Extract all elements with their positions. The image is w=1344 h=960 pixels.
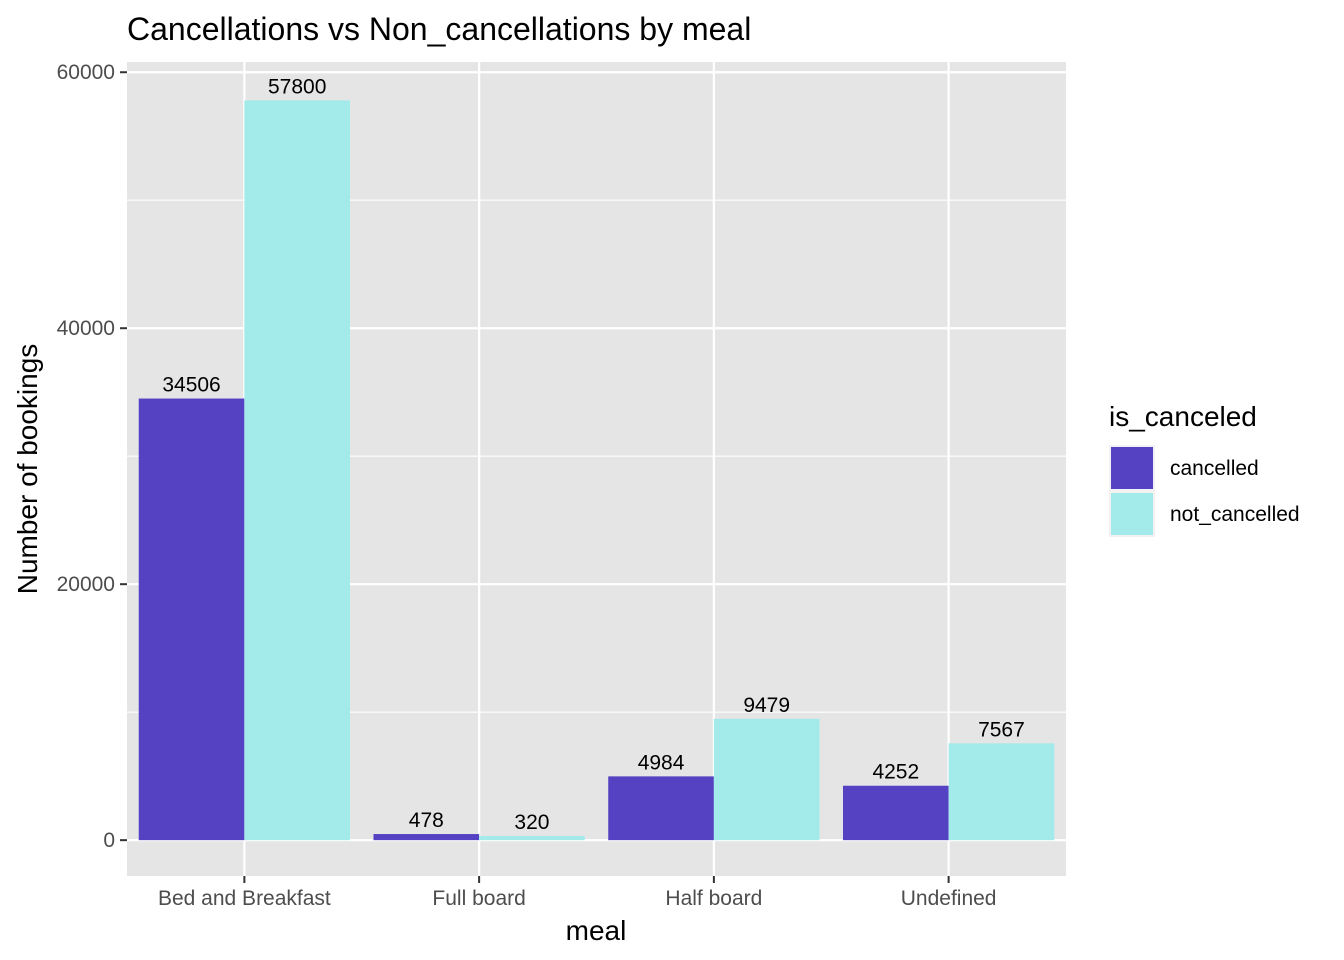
- bar: [842, 785, 949, 841]
- bar: [948, 743, 1055, 841]
- bar: [608, 776, 714, 841]
- bar: [138, 398, 245, 841]
- bar-value-label: 4984: [638, 751, 685, 774]
- legend-label: cancelled: [1170, 457, 1259, 480]
- bar-value-label: 4252: [872, 761, 919, 784]
- bar: [713, 718, 820, 841]
- y-tick-label: 20000: [57, 573, 115, 596]
- bar: [479, 836, 585, 841]
- y-axis: 0 20000 40000 60000: [57, 61, 127, 852]
- chart-title: Cancellations vs Non_cancellations by me…: [127, 11, 751, 47]
- x-tick-label: Bed and Breakfast: [158, 887, 331, 910]
- bar: [373, 834, 480, 841]
- y-tick-label: 0: [103, 829, 115, 852]
- bar-value-label: 320: [514, 811, 549, 834]
- x-tick-label: Undefined: [901, 887, 997, 910]
- bar-labels: 34506 57800 478 320 4984 9479 4252 7567: [162, 75, 1024, 834]
- bar-value-label: 478: [409, 809, 444, 832]
- x-tick-label: Full board: [432, 887, 525, 910]
- legend-label: not_cancelled: [1170, 503, 1300, 526]
- bar-value-label: 9479: [743, 694, 790, 717]
- legend-swatch: [1111, 493, 1153, 535]
- x-tick-label: Half board: [665, 887, 762, 910]
- bars: [138, 100, 1055, 841]
- bar: [244, 100, 351, 841]
- legend: is_canceled cancelled not_cancelled: [1109, 401, 1300, 537]
- y-tick-label: 40000: [57, 317, 115, 340]
- bar-value-label: 57800: [268, 75, 326, 98]
- y-axis-title: Number of bookings: [12, 344, 43, 595]
- bar-value-label: 34506: [162, 374, 220, 397]
- x-axis-title: meal: [566, 915, 627, 946]
- legend-title: is_canceled: [1109, 401, 1257, 432]
- x-axis: Bed and Breakfast Full board Half board Und…: [158, 876, 997, 910]
- bar-value-label: 7567: [978, 718, 1025, 741]
- y-tick-label: 60000: [57, 61, 115, 84]
- legend-swatch: [1111, 447, 1153, 489]
